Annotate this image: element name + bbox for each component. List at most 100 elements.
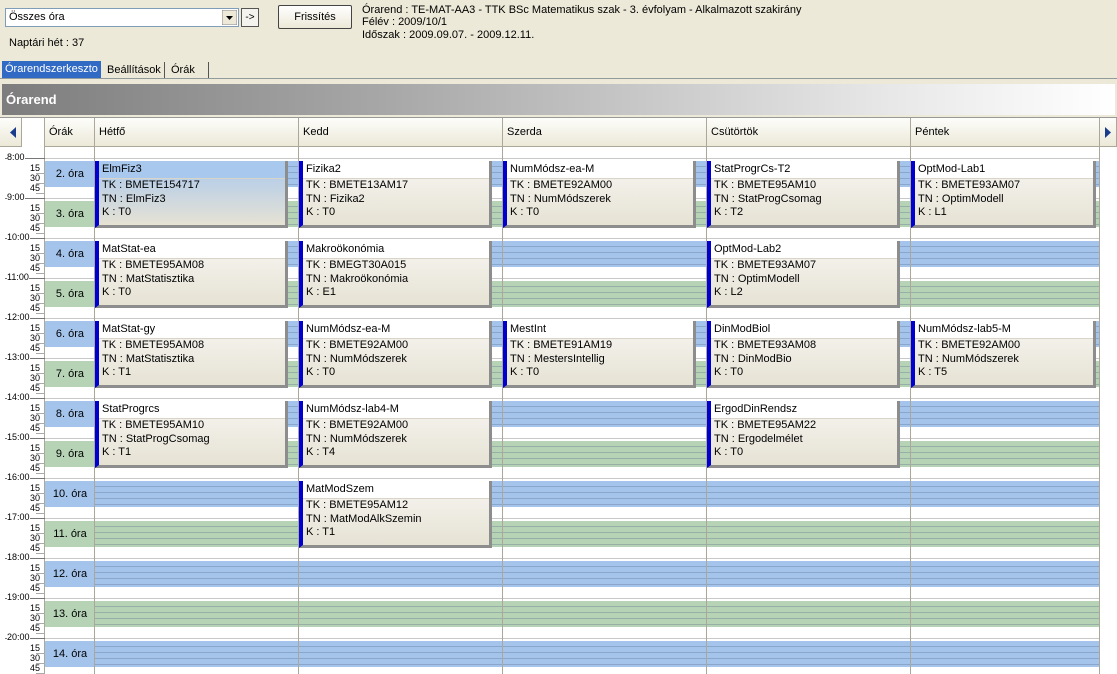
minute-tick — [36, 383, 45, 384]
lesson-card[interactable]: ErgodDinRendsz TK : BMETE95AM22 TN : Ergod… — [707, 401, 900, 468]
minute-label: 30 — [29, 173, 40, 183]
minute-label: 15 — [29, 483, 40, 493]
minute-label: 30 — [29, 453, 40, 463]
lesson-detail: K : L2 — [714, 286, 743, 298]
period-band — [95, 601, 1100, 627]
lesson-card[interactable]: Makroökonómia TK : BMEGT30A015 TN : Makroö… — [299, 241, 492, 308]
minute-tick — [36, 343, 45, 344]
minute-label: 15 — [29, 323, 40, 333]
lesson-card[interactable]: MatStat-ea TK : BMETE95AM08 TN : MatStatis… — [95, 241, 288, 308]
lesson-detail: TK : BMETE95AM10 — [714, 179, 817, 191]
lesson-title: MatStat-ea — [99, 241, 285, 259]
day-header[interactable]: Hétfő — [95, 118, 299, 147]
filter-dropdown[interactable]: Összes óra — [5, 8, 239, 27]
minute-label: 30 — [29, 293, 40, 303]
lesson-detail: K : E1 — [306, 286, 336, 298]
tab-bar — [0, 78, 1117, 79]
minute-label: 15 — [29, 363, 40, 373]
minute-label: 30 — [29, 253, 40, 263]
lesson-detail: TK : BMETE154717 — [102, 179, 200, 191]
lesson-title: MatStat-gy — [99, 321, 285, 339]
minute-tick — [36, 183, 45, 184]
minute-tick — [36, 633, 45, 634]
minute-label: 45 — [29, 423, 40, 433]
lesson-detail: TN : ElmFiz3 — [102, 192, 166, 205]
minute-label: 45 — [29, 343, 40, 353]
lesson-detail: K : T0 — [714, 366, 744, 378]
lesson-detail: TK : BMETE93AM07 — [918, 179, 1021, 191]
lesson-card[interactable]: MatStat-gy TK : BMETE95AM08 TN : MatStatis… — [95, 321, 288, 388]
slot-line — [45, 238, 1100, 239]
period-cell: 2. óra — [45, 161, 96, 187]
minute-label: 15 — [29, 283, 40, 293]
minute-label: 45 — [29, 383, 40, 393]
period-band — [95, 481, 1100, 507]
hour-line — [5, 158, 45, 159]
lesson-detail: TK : BMETE92AM00 — [306, 419, 409, 431]
minute-label: 15 — [29, 403, 40, 413]
tab[interactable]: Órarendszerkeszto — [2, 61, 101, 78]
lesson-card[interactable]: Fizika2 TK : BMETE13AM17 TN : Fizika2 K : T… — [299, 161, 492, 228]
minute-tick — [36, 553, 45, 554]
lesson-detail: TK : BMETE95AM08 — [102, 259, 205, 271]
day-header[interactable]: Csütörtök — [707, 118, 911, 147]
hour-label: 16:00 — [7, 472, 30, 482]
minute-tick — [36, 263, 45, 264]
hour-label: 8:00 — [7, 152, 25, 162]
period-info: Időszak : 2009.09.07. - 2009.12.11. — [362, 29, 535, 41]
period-cell: 11. óra — [45, 521, 96, 547]
minute-label: 30 — [29, 413, 40, 423]
minute-tick — [36, 663, 45, 664]
lesson-card[interactable]: OptMod-Lab2 TK : BMETE93AM07 TN : OptimMod… — [707, 241, 900, 308]
column-line — [910, 118, 911, 674]
period-cell: 8. óra — [45, 401, 96, 427]
go-button[interactable]: -> — [241, 8, 259, 27]
lesson-card[interactable]: MatModSzem TK : BMETE95AM12 TN : MatModAlk… — [299, 481, 492, 548]
lesson-card[interactable]: StatProgrcs TK : BMETE95AM10 TN : StatProg… — [95, 401, 288, 468]
lesson-card[interactable]: NumMódsz-ea-M TK : BMETE92AM00 TN : NumMód… — [503, 161, 696, 228]
minute-tick — [36, 233, 45, 234]
lesson-card[interactable]: NumMódsz-lab4-M TK : BMETE92AM00 TN : NumM… — [299, 401, 492, 468]
slot-line — [45, 558, 1100, 559]
lesson-detail: TN : Ergodelmélet — [714, 432, 803, 445]
timetable-info: Órarend : TE-MAT-AA3 - TTK BSc Matematik… — [362, 4, 802, 16]
lesson-card[interactable]: ElmFiz3 TK : BMETE154717 TN : ElmFiz3 K : T… — [95, 161, 288, 228]
lesson-card[interactable]: NumMódsz-lab5-M TK : BMETE92AM00 TN : NumM… — [911, 321, 1096, 388]
lesson-title: StatProgrcs — [99, 401, 285, 419]
lesson-card[interactable]: NumMódsz-ea-M TK : BMETE92AM00 TN : NumMód… — [299, 321, 492, 388]
lesson-card[interactable]: DinModBiol TK : BMETE93AM08 TN : DinModBio… — [707, 321, 900, 388]
period-cell: 4. óra — [45, 241, 96, 267]
hour-label: 12:00 — [7, 312, 30, 322]
lesson-detail: TK : BMETE95AM22 — [714, 419, 817, 431]
lesson-detail: TN : OptimModell — [918, 192, 1004, 205]
day-header[interactable]: Kedd — [299, 118, 503, 147]
column-line — [502, 118, 503, 674]
filter-value: Összes óra — [9, 11, 65, 23]
minute-tick — [36, 533, 45, 534]
lesson-title: MestInt — [507, 321, 693, 339]
minute-label: 30 — [29, 493, 40, 503]
lesson-detail: K : T0 — [510, 366, 540, 378]
lesson-card[interactable]: StatProgrCs-T2 TK : BMETE95AM10 TN : StatP… — [707, 161, 900, 228]
tab[interactable]: Órák — [168, 62, 209, 78]
minute-label: 15 — [29, 443, 40, 453]
day-header[interactable]: Péntek — [911, 118, 1100, 147]
nav-next[interactable] — [1100, 118, 1117, 147]
minute-tick — [36, 543, 45, 544]
lesson-card[interactable]: MestInt TK : BMETE91AM19 TN : MestersIntel… — [503, 321, 696, 388]
day-header[interactable]: Szerda — [503, 118, 707, 147]
tab[interactable]: Beállítások — [104, 62, 165, 78]
lesson-detail: TN : StatProgCsomag — [714, 192, 822, 205]
minute-label: 15 — [29, 203, 40, 213]
refresh-button[interactable]: Frissítés — [278, 5, 352, 29]
lesson-title: NumMódsz-lab5-M — [915, 321, 1093, 339]
minute-tick — [36, 503, 45, 504]
lesson-card[interactable]: OptMod-Lab1 TK : BMETE93AM07 TN : OptimMod… — [911, 161, 1096, 228]
period-cell: 12. óra — [45, 561, 96, 587]
minute-label: 15 — [29, 243, 40, 253]
minute-tick — [36, 653, 45, 654]
nav-prev[interactable] — [0, 118, 22, 147]
lesson-detail: TK : BMETE93AM08 — [714, 339, 817, 351]
minute-label: 45 — [29, 223, 40, 233]
lesson-detail: TK : BMETE13AM17 — [306, 179, 409, 191]
